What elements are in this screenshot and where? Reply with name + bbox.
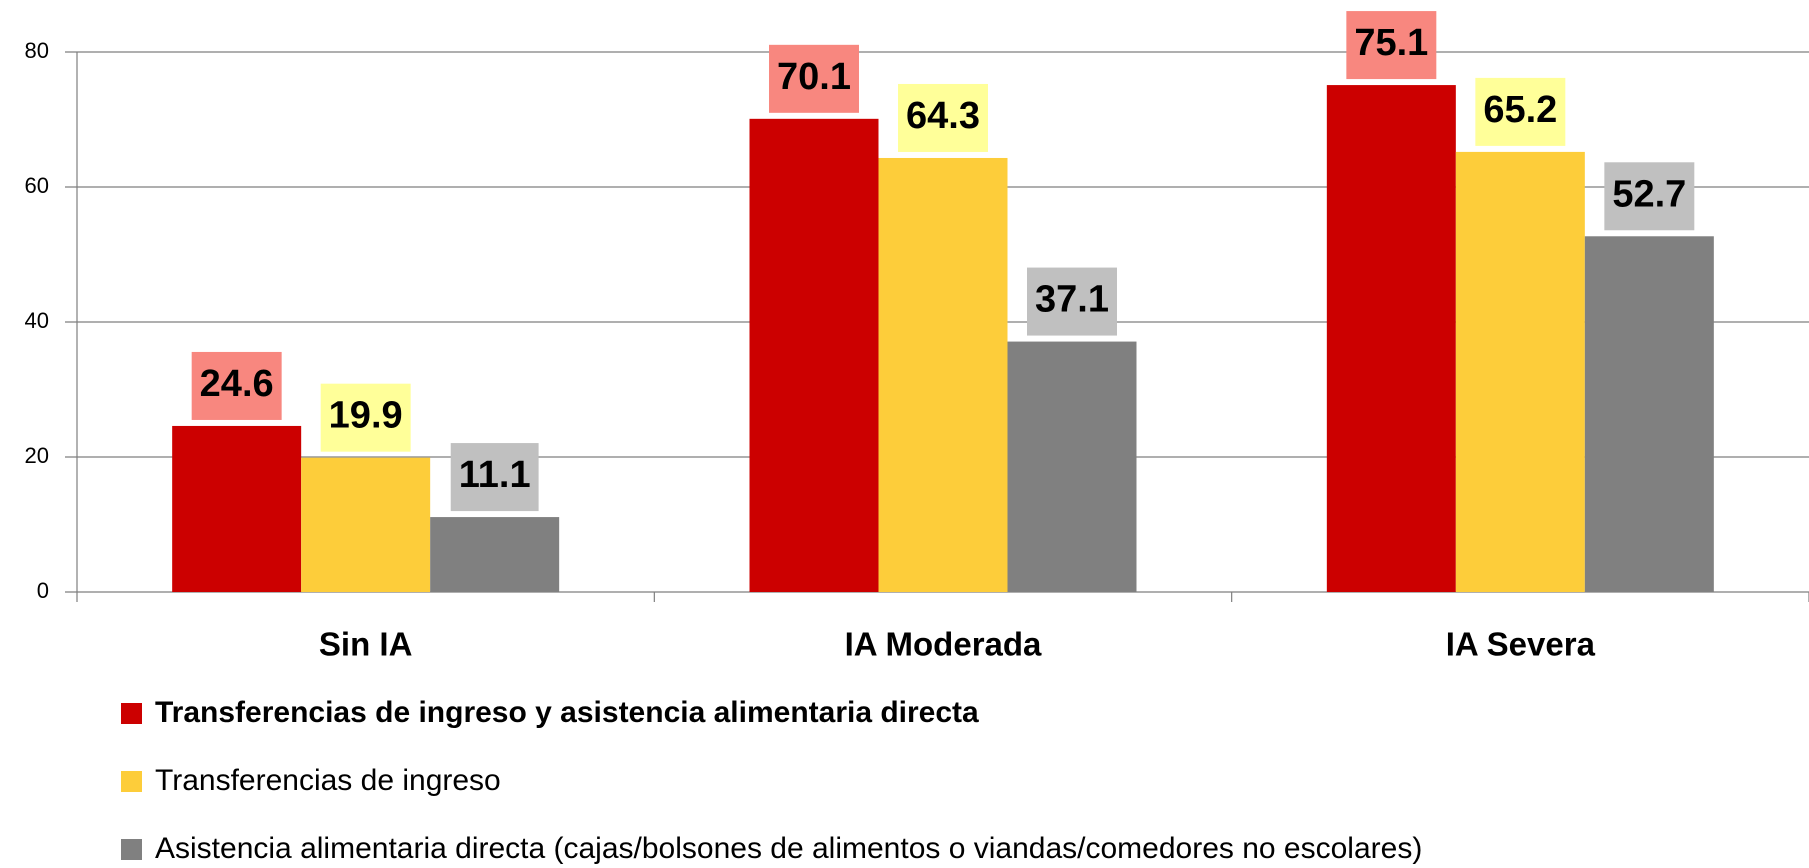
legend-label: Transferencias de ingreso bbox=[155, 764, 501, 797]
bar bbox=[1007, 341, 1137, 592]
value-label: 65.2 bbox=[1483, 89, 1557, 131]
bar bbox=[749, 118, 879, 592]
y-tick-label: 40 bbox=[25, 308, 49, 333]
value-label-bg bbox=[1475, 77, 1566, 146]
value-label: 11.1 bbox=[459, 454, 531, 496]
x-tick-label: IA Severa bbox=[1446, 626, 1596, 663]
value-label-bg bbox=[450, 443, 539, 512]
value-label: 64.3 bbox=[906, 95, 980, 137]
y-tick-label: 0 bbox=[37, 578, 49, 603]
value-label-bg bbox=[320, 383, 411, 452]
legend-swatch bbox=[121, 703, 142, 724]
x-tick-label: IA Moderada bbox=[845, 626, 1042, 663]
value-label: 24.6 bbox=[200, 363, 274, 405]
bar bbox=[878, 157, 1008, 592]
value-label-bg bbox=[769, 44, 859, 113]
bar bbox=[301, 457, 431, 592]
x-tick-label: Sin IA bbox=[319, 626, 413, 663]
bar bbox=[1584, 236, 1714, 592]
value-label-bg bbox=[1027, 267, 1117, 336]
legend-label: Transferencias de ingreso y asistencia a… bbox=[155, 696, 979, 729]
value-label-bg bbox=[1346, 11, 1437, 80]
legend-swatch bbox=[121, 771, 142, 792]
value-label: 52.7 bbox=[1612, 173, 1686, 215]
value-label: 70.1 bbox=[777, 56, 851, 98]
value-label-bg bbox=[898, 83, 988, 152]
value-label-bg bbox=[1604, 162, 1695, 231]
value-label: 37.1 bbox=[1035, 279, 1109, 321]
value-label-bg bbox=[191, 351, 282, 420]
legend-swatch bbox=[121, 839, 142, 860]
bar bbox=[1326, 85, 1456, 592]
bar bbox=[172, 425, 302, 592]
bar bbox=[430, 517, 560, 592]
y-tick-label: 80 bbox=[25, 38, 49, 63]
y-tick-label: 60 bbox=[25, 173, 49, 198]
legend-label: Asistencia alimentaria directa (cajas/bo… bbox=[155, 832, 1422, 865]
value-label: 19.9 bbox=[329, 395, 403, 437]
y-tick-label: 20 bbox=[25, 443, 49, 468]
bar bbox=[1455, 151, 1585, 592]
value-label: 75.1 bbox=[1354, 22, 1428, 64]
